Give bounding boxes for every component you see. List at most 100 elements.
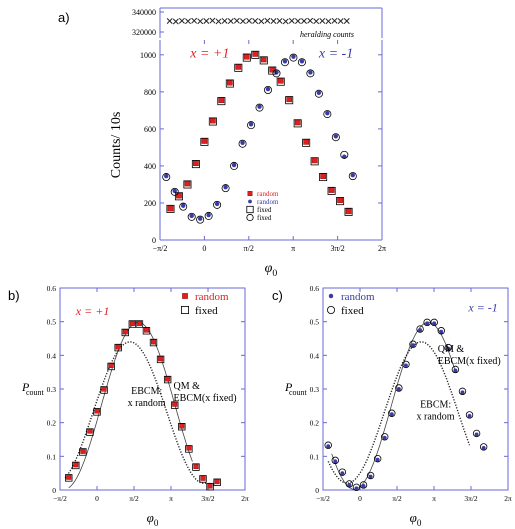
legend-label-0: random: [195, 291, 229, 303]
data-point-2-3: [191, 160, 200, 169]
data-point-0-15: [432, 321, 437, 326]
y-tick-label: 0: [315, 486, 319, 495]
data-point-0-5: [210, 117, 216, 124]
annotation-0: x = +1: [189, 47, 229, 62]
y-axis-label: Pcount: [21, 380, 45, 397]
annotation-3: EBCM:: [131, 386, 162, 397]
data-point-0-19: [460, 390, 465, 395]
data-point-1-17: [308, 70, 313, 75]
data-point-3-17: [306, 69, 315, 78]
data-point-0-19: [200, 475, 206, 481]
data-point-1-9: [240, 140, 245, 145]
data-point-2-9: [242, 53, 251, 62]
data-point-3-1: [170, 187, 179, 196]
data-point-1-1: [172, 188, 177, 194]
x-tick-label: π: [432, 494, 436, 503]
data-point-1-8: [231, 162, 237, 168]
x-tick-label: 2π: [241, 494, 249, 503]
data-point-0-6: [218, 97, 225, 104]
data-point-0-0: [167, 205, 174, 212]
data-point-1-2: [180, 203, 186, 208]
data-point-1-19: [325, 110, 330, 116]
heralding-point-28: [337, 18, 344, 25]
data-point-1-4: [197, 216, 203, 221]
data-point-1-0: [65, 474, 73, 482]
data-point-0-20: [207, 483, 213, 489]
data-point-0-21: [345, 208, 352, 215]
y-tick-label: 0.5: [47, 318, 57, 327]
data-point-0-8: [382, 435, 387, 440]
heralding-point-4: [191, 17, 198, 24]
legend-label-2: fixed: [257, 206, 272, 214]
data-point-3-7: [221, 184, 230, 193]
heralding-point-29: [343, 18, 350, 24]
data-point-3-13: [272, 69, 281, 78]
data-point-2-6: [217, 97, 226, 106]
data-point-0-12: [411, 343, 415, 348]
data-point-1-18: [316, 90, 322, 95]
x-tick-label: −π/2: [153, 244, 168, 253]
data-point-0-2: [80, 448, 86, 454]
data-point-1-1: [72, 461, 80, 470]
legend-marker-0: [247, 191, 253, 196]
legend-label-1: fixed: [341, 305, 364, 317]
y-axis-label: Pcount: [284, 380, 308, 397]
x-tick-label: π/2: [392, 494, 402, 503]
heralding-point-12: [240, 18, 246, 25]
panel-label-b: b): [8, 288, 20, 303]
data-point-1-10: [395, 384, 403, 392]
y-tick-label: 200: [144, 199, 156, 208]
data-point-0-4: [94, 408, 100, 414]
data-point-1-16: [437, 327, 445, 335]
data-point-2-5: [208, 117, 217, 126]
data-point-1-20: [206, 482, 214, 491]
data-point-0-11: [403, 363, 408, 368]
data-point-0-17: [446, 346, 451, 351]
annotation-1: QM &: [174, 381, 201, 392]
annotation-1: x = -1: [318, 47, 353, 62]
x-tick-label: 2π: [504, 494, 512, 503]
data-point-3-6: [213, 200, 222, 209]
data-point-0-14: [425, 321, 430, 326]
data-point-0-3: [87, 428, 93, 434]
data-point-3-18: [314, 89, 323, 98]
x-tick-label: 3π/2: [201, 494, 215, 503]
data-point-1-7: [223, 185, 228, 190]
x-tick-label: π/2: [244, 244, 254, 253]
data-point-3-10: [247, 121, 256, 130]
data-point-3-19: [323, 110, 332, 119]
data-point-1-20: [465, 411, 474, 419]
annotation-3: EBCM:: [420, 400, 451, 411]
data-point-3-8: [230, 161, 239, 170]
y-axis-label: Counts/ 10s: [109, 112, 124, 179]
data-point-1-3: [86, 428, 94, 436]
data-point-0-7: [375, 457, 380, 462]
legend: random fixed: [326, 291, 375, 317]
data-point-1-13: [156, 355, 165, 364]
data-point-0-11: [260, 56, 267, 63]
data-point-3-21: [340, 150, 349, 159]
data-point-1-11: [402, 360, 410, 369]
data-point-3-14: [280, 58, 289, 67]
data-point-0-15: [294, 119, 301, 126]
data-point-1-16: [178, 423, 186, 431]
y-tick-label: 320000: [132, 28, 156, 37]
y-tick-label: 0.4: [310, 351, 320, 360]
data-point-0-4: [201, 138, 208, 144]
ebcm-random-curve: [64, 341, 207, 484]
y-tick-label: 400: [144, 162, 156, 171]
heralding-point-25: [319, 17, 326, 24]
data-point-1-20: [333, 134, 339, 139]
panel-label-c: c): [272, 288, 283, 303]
data-point-1-14: [282, 59, 288, 64]
data-point-0-16: [439, 329, 444, 334]
data-point-0-5: [361, 484, 366, 488]
data-point-2-2: [183, 180, 192, 189]
x-tick-label: −π/2: [53, 494, 67, 503]
data-point-1-21: [342, 154, 347, 159]
x-tick-label: 0: [358, 494, 362, 503]
data-point-3-11: [255, 103, 264, 112]
data-point-0-17: [186, 445, 192, 451]
